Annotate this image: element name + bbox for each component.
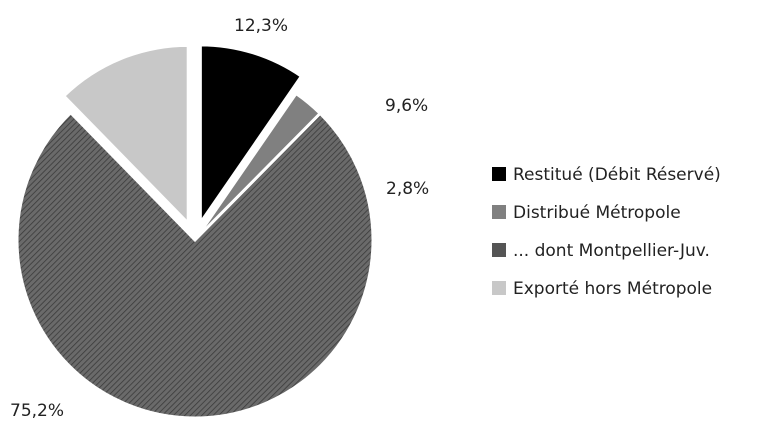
legend-label-restitue-debit-reserve: Restitué (Débit Réservé) [513,165,721,185]
legend-swatch-restitue-debit-reserve [492,167,506,181]
data-label-exporte-hors-metropole: 12,3% [234,16,288,36]
legend-label-dont-montpellier-juv: ... dont Montpellier-Juv. [513,241,710,261]
data-label-restitue-debit-reserve: 9,6% [385,96,428,116]
data-label-distribue-metropole: 2,8% [386,179,429,199]
legend-swatch-distribue-metropole [492,205,506,219]
pie-slice-restitue-debit-reserve [198,43,304,228]
pie-slice-exporte-hors-metropole [61,43,190,228]
pie-slice-dont-montpellier-juv [15,110,375,420]
data-label-dont-montpellier-juv: 75,2% [10,401,64,421]
pie-slices [15,43,375,420]
legend-label-exporte-hors-metropole: Exporté hors Métropole [513,279,712,299]
legend: Restitué (Débit Réservé) Distribué Métrop… [492,165,721,299]
pie-labels: 9,6% 2,8% 75,2% 12,3% [10,16,429,421]
legend-swatch-exporte-hors-metropole [492,281,506,295]
legend-swatch-dont-montpellier-juv [492,243,506,257]
legend-label-distribue-metropole: Distribué Métropole [513,203,681,223]
